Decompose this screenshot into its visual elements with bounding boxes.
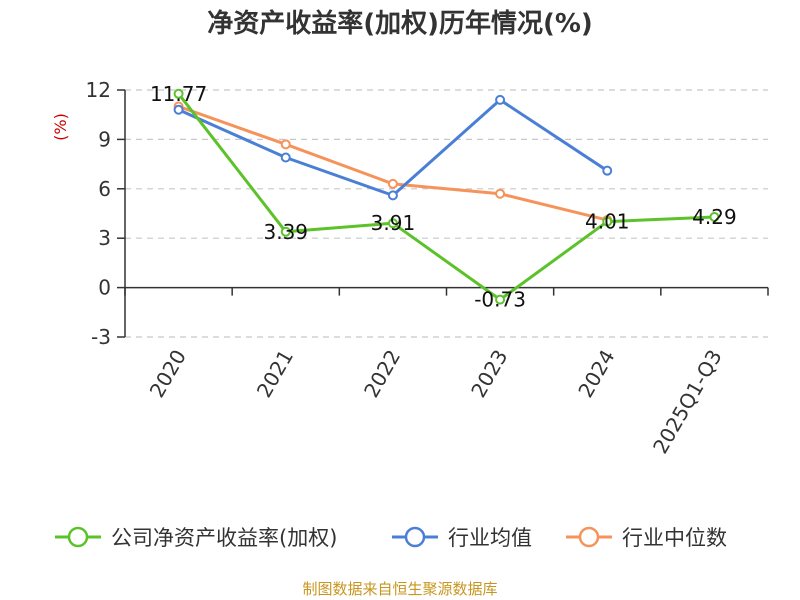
grid bbox=[125, 89, 768, 338]
x-tick-label: 2020 bbox=[145, 346, 191, 402]
legend-item-2[interactable]: 行业中位数 bbox=[566, 526, 727, 550]
data-label: 3.91 bbox=[371, 211, 416, 235]
x-tick-label: 2024 bbox=[573, 346, 619, 402]
data-point[interactable] bbox=[173, 88, 184, 99]
y-tick-label: 0 bbox=[98, 276, 111, 300]
x-tick-label: 2023 bbox=[466, 346, 512, 402]
data-point[interactable] bbox=[495, 188, 506, 199]
data-point[interactable] bbox=[495, 94, 506, 105]
legend-marker bbox=[67, 526, 89, 548]
data-point[interactable] bbox=[280, 226, 291, 237]
data-labels: 11.77 3.39 3.91 -0.73 4.01 4.29 bbox=[150, 82, 737, 312]
data-point[interactable] bbox=[387, 190, 398, 201]
data-point[interactable] bbox=[387, 178, 398, 189]
legend-marker bbox=[578, 526, 600, 548]
data-point[interactable] bbox=[495, 294, 506, 305]
x-tick-label: 2025Q1-Q3 bbox=[648, 346, 727, 458]
data-point[interactable] bbox=[173, 104, 184, 115]
footer-source: 制图数据来自恒生聚源数据库 bbox=[302, 580, 497, 598]
axes: 12 9 6 3 0 -3 2020 2021 2022 2023 2024 2025Q1-Q3 bbox=[86, 78, 769, 458]
data-point[interactable] bbox=[709, 211, 720, 222]
legend-label: 行业中位数 bbox=[622, 526, 727, 550]
data-point[interactable] bbox=[602, 216, 613, 227]
legend-marker bbox=[404, 526, 426, 548]
data-point[interactable] bbox=[602, 165, 613, 176]
data-label: -0.73 bbox=[474, 288, 526, 312]
series-line-2 bbox=[178, 105, 608, 222]
data-point[interactable] bbox=[280, 152, 291, 163]
chart-title: 净资产收益率(加权)历年情况(%) bbox=[207, 8, 593, 39]
series-lines bbox=[173, 88, 720, 305]
data-label: 3.39 bbox=[263, 220, 308, 244]
data-label: 11.77 bbox=[150, 82, 207, 106]
x-tick-label: 2021 bbox=[252, 346, 298, 402]
legend-item-0[interactable]: 公司净资产收益率(加权) bbox=[55, 526, 337, 550]
data-label: 4.01 bbox=[585, 210, 630, 234]
y-tick-label: 12 bbox=[86, 78, 111, 102]
y-tick-label: 6 bbox=[98, 177, 111, 201]
y-tick-label: 3 bbox=[98, 226, 111, 250]
data-label: 4.29 bbox=[692, 205, 737, 229]
data-point[interactable] bbox=[280, 139, 291, 150]
data-point[interactable] bbox=[387, 218, 398, 229]
legend-label: 行业均值 bbox=[448, 526, 532, 550]
series-line-0 bbox=[177, 92, 715, 302]
legend-label: 公司净资产收益率(加权) bbox=[111, 526, 337, 550]
legend-item-1[interactable]: 行业均值 bbox=[392, 526, 532, 550]
y-tick-label: -3 bbox=[91, 325, 111, 349]
y-tick-label: 9 bbox=[98, 127, 111, 151]
legend[interactable]: 公司净资产收益率(加权) 行业均值 行业中位数 bbox=[55, 526, 727, 550]
y-axis-label: (%) bbox=[51, 113, 70, 141]
x-tick-label: 2022 bbox=[359, 346, 405, 402]
